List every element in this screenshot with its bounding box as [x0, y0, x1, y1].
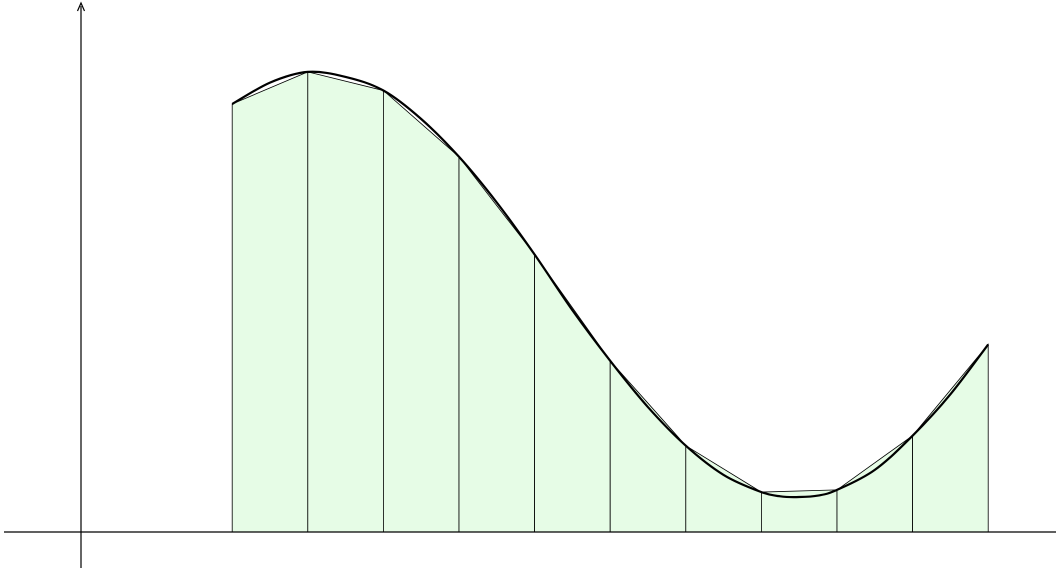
trapezoids-group	[231, 71, 989, 533]
trapezoid	[609, 359, 687, 533]
trapezoid	[382, 89, 460, 533]
y-axis-arrow-icon	[76, 1, 86, 12]
trapezoid	[231, 71, 309, 533]
trapezoid	[458, 155, 535, 533]
trapezoid	[534, 253, 611, 533]
trapezoid	[307, 71, 384, 533]
function-curve	[231, 70, 990, 499]
trapezoid	[912, 343, 989, 533]
